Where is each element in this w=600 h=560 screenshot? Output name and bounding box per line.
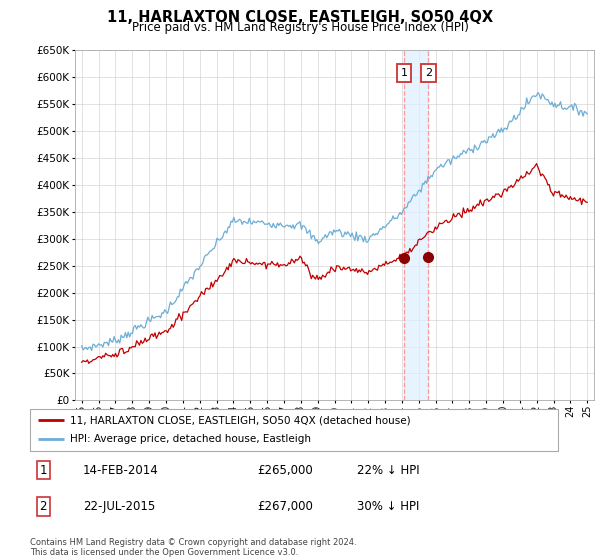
- Text: 11, HARLAXTON CLOSE, EASTLEIGH, SO50 4QX: 11, HARLAXTON CLOSE, EASTLEIGH, SO50 4QX: [107, 10, 493, 25]
- Text: 1: 1: [40, 464, 47, 477]
- Text: £267,000: £267,000: [257, 500, 313, 513]
- Text: 22% ↓ HPI: 22% ↓ HPI: [358, 464, 420, 477]
- Text: 2: 2: [40, 500, 47, 513]
- Text: 11, HARLAXTON CLOSE, EASTLEIGH, SO50 4QX (detached house): 11, HARLAXTON CLOSE, EASTLEIGH, SO50 4QX…: [70, 415, 410, 425]
- Text: 22-JUL-2015: 22-JUL-2015: [83, 500, 155, 513]
- Text: HPI: Average price, detached house, Eastleigh: HPI: Average price, detached house, East…: [70, 435, 311, 445]
- Text: 1: 1: [400, 68, 407, 78]
- Text: Price paid vs. HM Land Registry's House Price Index (HPI): Price paid vs. HM Land Registry's House …: [131, 21, 469, 34]
- Bar: [404, 50, 428, 400]
- Text: 14-FEB-2014: 14-FEB-2014: [83, 464, 158, 477]
- Text: 30% ↓ HPI: 30% ↓ HPI: [358, 500, 420, 513]
- Text: Contains HM Land Registry data © Crown copyright and database right 2024.
This d: Contains HM Land Registry data © Crown c…: [30, 538, 356, 557]
- Text: £265,000: £265,000: [257, 464, 313, 477]
- Text: 2: 2: [425, 68, 432, 78]
